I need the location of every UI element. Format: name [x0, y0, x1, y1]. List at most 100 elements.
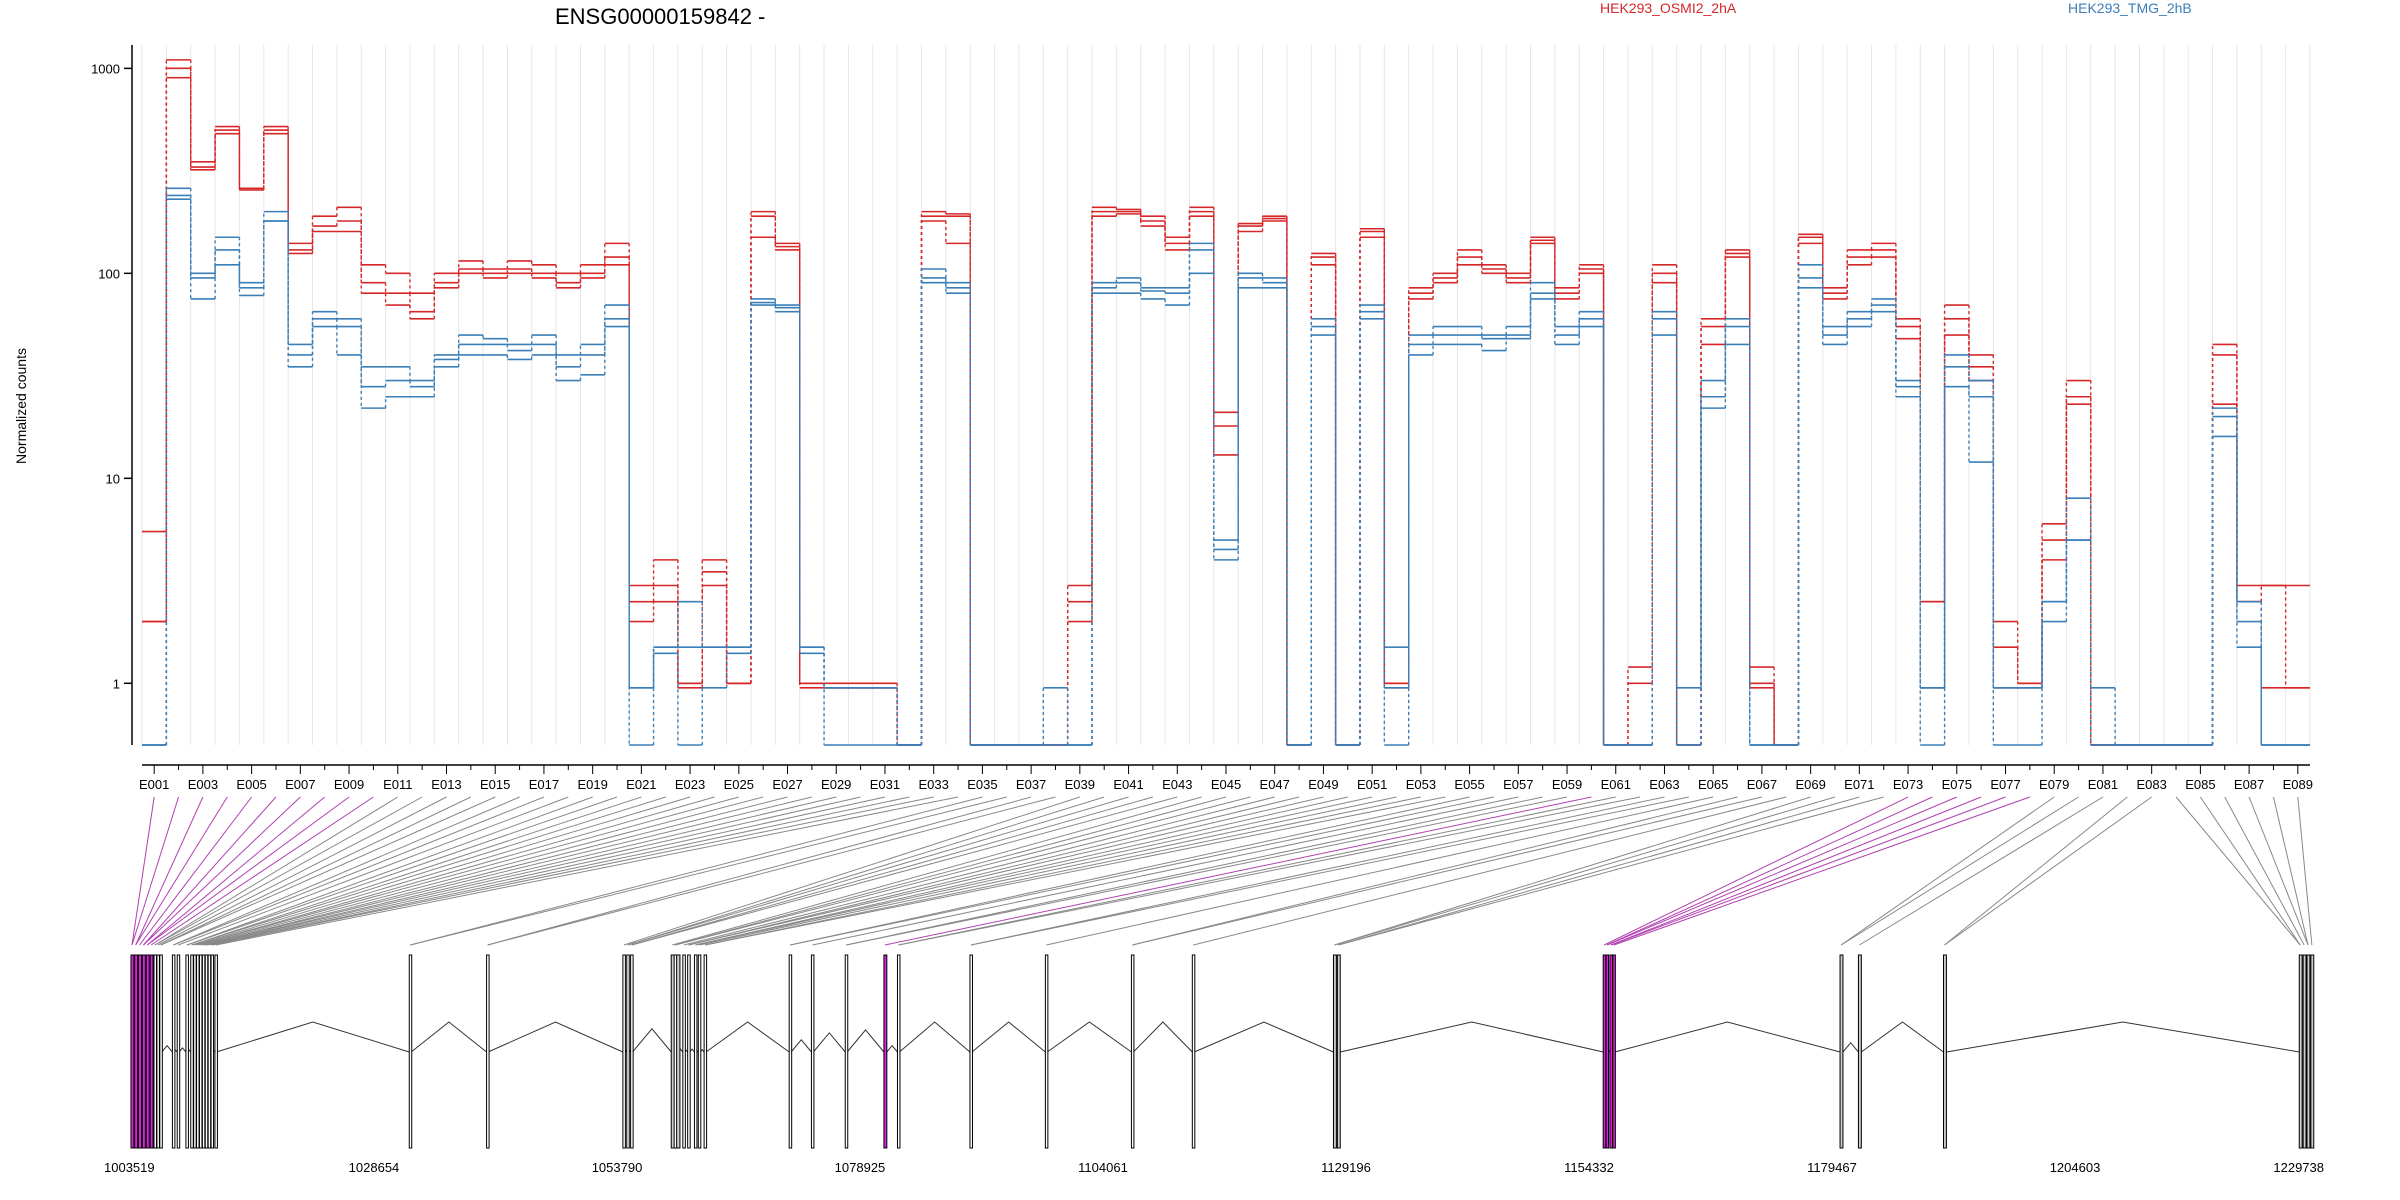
exon-box: [1130, 954, 1135, 1149]
exon-tick-label: E055: [1454, 777, 1484, 792]
exon-box: [630, 954, 634, 1149]
exon-mapping-line: [1944, 796, 2152, 946]
exon-box: [176, 954, 181, 1149]
exon-mapping-line: [410, 796, 1007, 946]
exon-mapping-line: [209, 796, 886, 946]
exon-mapping-line: [884, 796, 1592, 946]
exon-box: [697, 954, 702, 1149]
genomic-tick-label: 1003519: [104, 1160, 155, 1175]
exon-box: [1839, 954, 1844, 1149]
exon-tick-label: E015: [480, 777, 510, 792]
genomic-tick-label: 1078925: [835, 1160, 886, 1175]
exon-box: [1602, 954, 1607, 1149]
exon-tick-label: E077: [1990, 777, 2020, 792]
exon-mapping-line: [1944, 796, 2128, 946]
exon-box: [207, 954, 212, 1149]
exon-tick-label: E003: [188, 777, 218, 792]
exon-mapping-line: [627, 796, 1129, 946]
exon-tick-label: E021: [626, 777, 656, 792]
exon-mapping-line: [970, 796, 1689, 946]
exon-tick-label: E051: [1357, 777, 1387, 792]
exon-tick-label: E079: [2039, 777, 2069, 792]
exon-tick-label: E019: [577, 777, 607, 792]
exon-box: [687, 954, 691, 1149]
intron-line: [846, 1029, 885, 1053]
exon-mapping-line: [1603, 796, 1909, 946]
exon-box: [156, 954, 160, 1149]
exon-mapping-line: [178, 796, 569, 946]
exon-tick-label: E089: [2283, 777, 2313, 792]
exon-tick-label: E029: [821, 777, 851, 792]
intron-line: [1194, 1021, 1334, 1053]
exon-tick-label: E045: [1211, 777, 1241, 792]
exon-mapping-line: [487, 796, 1032, 946]
exon-box: [204, 954, 209, 1149]
exon-tick-label: E017: [529, 777, 559, 792]
exon-mapping-line: [2248, 796, 2309, 946]
exon-mapping-line: [1334, 796, 1836, 946]
exon-box: [682, 954, 686, 1149]
y-axis: 1 10 100 1000: [91, 45, 133, 745]
exon-box: [2306, 954, 2311, 1149]
exon-mapping-line: [154, 796, 423, 946]
intron-line: [1842, 1041, 1859, 1053]
exon-tick-label: E013: [431, 777, 461, 792]
exon-tick-label: E037: [1016, 777, 1046, 792]
intron-line: [971, 1021, 1046, 1053]
exon-mapping-line: [1334, 796, 1811, 946]
exon-mapping-line: [2175, 796, 2301, 946]
exon-mapping-line: [1840, 796, 2055, 946]
exon-mapping-line: [2199, 796, 2301, 946]
exon-box: [408, 954, 413, 1149]
exon-mapping-line: [160, 796, 496, 946]
exon-mapping-line: [131, 796, 180, 946]
y-tick-label: 1: [113, 676, 120, 691]
intron-line: [705, 1021, 790, 1053]
intron-line: [899, 1021, 971, 1053]
exon-mapping-line: [2272, 796, 2309, 946]
genomic-axis: 1003519 1028654 1053790 1078925 1104061 11291…: [104, 1160, 2324, 1175]
y-tick-label: 100: [98, 266, 120, 281]
exon-mapping-line: [631, 796, 1178, 946]
intron-line: [886, 1044, 898, 1053]
exon-box: [969, 954, 973, 1149]
exon-tick-label: E071: [1844, 777, 1874, 792]
exon-box: [1612, 954, 1616, 1149]
exon-mapping-line: [203, 796, 788, 946]
series-lines: [142, 59, 2310, 746]
exon-box: [2298, 954, 2303, 1149]
exon-mapping-line: [160, 796, 472, 946]
exon-mapping-line: [695, 796, 1373, 946]
exon-mapping-line: [200, 796, 764, 946]
exon-tick-label: E027: [772, 777, 802, 792]
exon-mapping-line: [846, 796, 1568, 946]
exon-mapping-line: [146, 796, 350, 946]
exon-mapping-line: [186, 796, 593, 946]
exon-box: [788, 954, 793, 1149]
exon-mapping-line: [2224, 796, 2305, 946]
exon-mapping-line: [623, 796, 1080, 946]
genomic-tick-label: 1104061: [1078, 1160, 1128, 1175]
exon-tick-label: E063: [1649, 777, 1679, 792]
exon-box: [149, 954, 154, 1149]
exon-mapping-line: [173, 796, 545, 946]
exon-mapping-line: [154, 796, 399, 946]
exon-mapping-line: [191, 796, 666, 946]
exon-mapping-line: [143, 796, 301, 946]
exon-mapping-line: [970, 796, 1665, 946]
exon-box: [693, 954, 698, 1149]
y-axis-label: Normalized counts: [13, 348, 29, 464]
exon-mapping-line: [194, 796, 691, 946]
genomic-tick-label: 1053790: [592, 1160, 643, 1175]
exon-box: [896, 954, 901, 1149]
exon-box: [159, 954, 163, 1149]
exon-tick-label: E061: [1601, 777, 1631, 792]
intron-line: [790, 1039, 812, 1053]
exon-mapping-line: [1613, 796, 2031, 946]
exon-mapping-line: [203, 796, 813, 946]
exon-mapping-line: [898, 796, 1641, 946]
exon-mapping-line: [186, 796, 618, 946]
exon-mapping-line: [705, 796, 1446, 946]
genomic-tick-label: 1179467: [1807, 1160, 1857, 1175]
intron-line: [216, 1021, 410, 1053]
